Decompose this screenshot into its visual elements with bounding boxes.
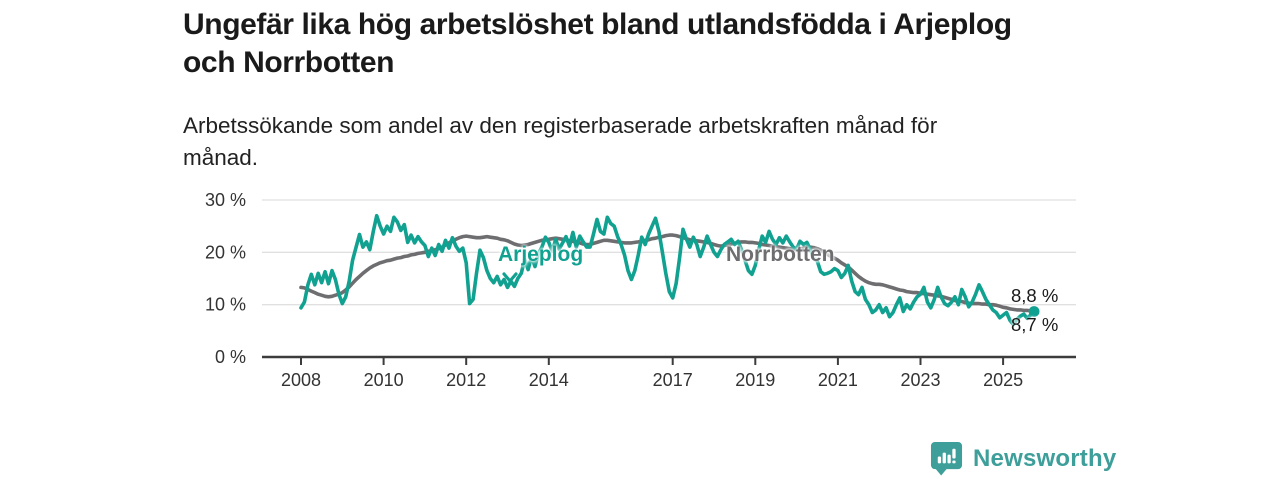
x-axis-tick-label: 2017 bbox=[653, 370, 693, 390]
x-axis-tick-label: 2023 bbox=[900, 370, 940, 390]
y-axis-tick-label: 30 % bbox=[205, 190, 246, 210]
newsworthy-logo-icon bbox=[930, 442, 963, 476]
x-axis-tick-label: 2019 bbox=[735, 370, 775, 390]
series-line-norrbotten bbox=[299, 233, 1036, 313]
series-label-norrbotten: Norrbotten bbox=[726, 243, 835, 266]
brand-footer: Newsworthy bbox=[930, 441, 1116, 476]
x-axis-tick-label: 2012 bbox=[446, 370, 486, 390]
x-axis-tick-label: 2021 bbox=[818, 370, 858, 390]
y-axis-tick-label: 0 % bbox=[215, 347, 246, 367]
y-axis-tick-label: 10 % bbox=[205, 295, 246, 315]
chevron-down-icon bbox=[502, 272, 518, 283]
y-axis-tick-label: 20 % bbox=[205, 242, 246, 262]
brand-name: Newsworthy bbox=[973, 444, 1117, 472]
page-subtitle: Arbetssökande som andel av den registerb… bbox=[183, 113, 938, 170]
page-title: Ungefär lika hög arbetslöshet bland utla… bbox=[183, 8, 1012, 80]
x-axis-tick-label: 2008 bbox=[281, 370, 321, 390]
x-axis-tick-label: 2010 bbox=[364, 370, 404, 390]
x-axis-tick-label: 2025 bbox=[983, 370, 1023, 390]
end-value-norrbotten: 8,8 % bbox=[1011, 285, 1059, 306]
series-end-dot bbox=[1028, 306, 1040, 317]
series-label-arjeplog: Arjeplog bbox=[498, 243, 584, 266]
x-axis-tick-label: 2014 bbox=[529, 370, 569, 390]
end-value-arjeplog: 8,7 % bbox=[1011, 314, 1059, 335]
series-line-arjeplog bbox=[299, 213, 1036, 327]
